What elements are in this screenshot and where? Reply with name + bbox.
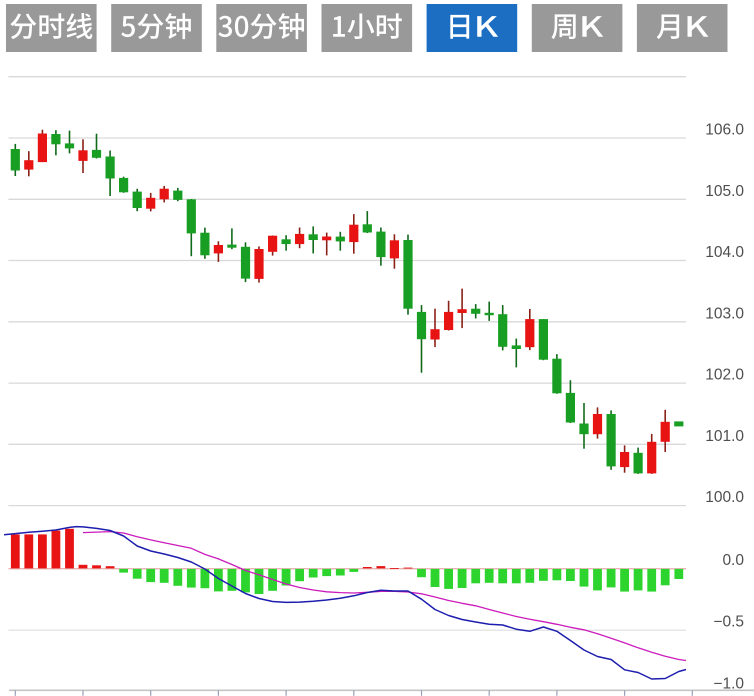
svg-text:105.0: 105.0 xyxy=(705,183,744,200)
svg-text:102.0: 102.0 xyxy=(705,367,744,384)
svg-text:100.0: 100.0 xyxy=(705,489,744,506)
svg-text:104.0: 104.0 xyxy=(705,244,744,261)
svg-text:0.0: 0.0 xyxy=(722,552,744,569)
svg-text:−0.5: −0.5 xyxy=(713,614,744,631)
svg-text:−1.0: −1.0 xyxy=(713,675,744,692)
svg-text:101.0: 101.0 xyxy=(705,428,744,445)
svg-text:106.0: 106.0 xyxy=(705,122,744,139)
svg-text:103.0: 103.0 xyxy=(705,305,744,322)
